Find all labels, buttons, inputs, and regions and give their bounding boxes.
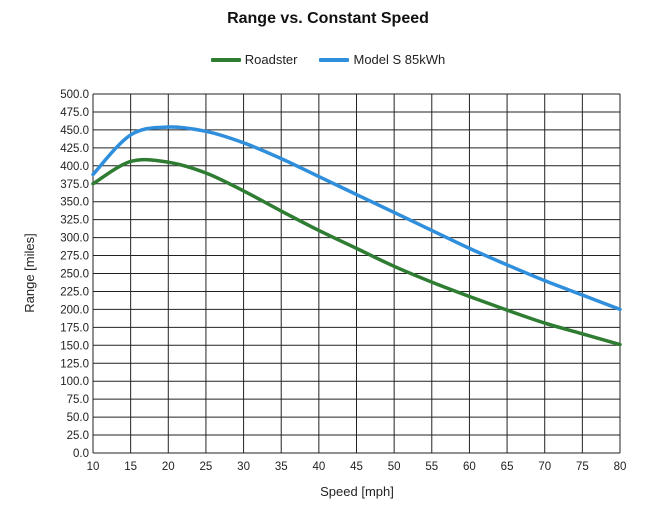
series-layer [91,125,622,347]
y-tick-label: 25.0 [67,430,89,442]
y-tick-label: 425.0 [60,143,89,155]
x-tick-label: 70 [538,461,551,473]
legend-item-roadster: Roadster [210,52,298,67]
y-tick-label: 275.0 [60,251,89,263]
chart-title: Range vs. Constant Speed [227,10,429,27]
legend-label-roadster: Roadster [244,52,298,67]
x-tick-label: 20 [162,461,175,473]
y-tick-label: 300.0 [60,233,89,245]
y-axis-label: Range [miles] [22,233,37,312]
y-tick-label: 100.0 [60,376,89,388]
y-tick-label: 0.0 [73,448,89,460]
y-tick-label: 225.0 [60,286,89,298]
y-tick-label: 250.0 [60,269,89,281]
grid [92,93,621,454]
x-tick-label: 55 [425,461,438,473]
x-tick-label: 35 [275,461,288,473]
x-tick-label: 45 [350,461,363,473]
legend-item-model-s: Model S 85kWh [319,52,445,67]
y-tick-label: 50.0 [67,412,89,424]
legend: Roadster Model S 85kWh [0,52,656,67]
y-tick-label: 350.0 [60,197,89,209]
x-tick-label: 40 [312,461,325,473]
x-tick-label: 30 [237,461,250,473]
x-tick-label: 60 [463,461,476,473]
y-tick-label: 325.0 [60,215,89,227]
y-tick-label: 200.0 [60,304,89,316]
x-tick-label: 65 [501,461,514,473]
x-tick-label: 50 [388,461,401,473]
y-tick-label: 450.0 [60,125,89,137]
y-tick-label: 400.0 [60,161,89,173]
y-tick-label: 375.0 [60,179,89,191]
legend-swatch-model-s [319,57,350,62]
y-tick-label: 125.0 [60,358,89,370]
tick-labels: 0.0 25.0 50.0 75.0 100.0 125.0 150.0 175.0 200.0… [60,89,626,473]
x-tick-label: 25 [200,461,213,473]
y-tick-label: 150.0 [60,340,89,352]
y-tick-label: 175.0 [60,322,89,334]
x-axis-label: Speed [mph] [320,484,394,499]
x-tick-label: 10 [87,461,100,473]
y-tick-label: 75.0 [67,394,89,406]
x-tick-label: 15 [124,461,137,473]
x-tick-label: 75 [576,461,589,473]
y-tick-label: 475.0 [60,107,89,119]
legend-swatch-roadster [210,57,241,62]
legend-label-model-s: Model S 85kWh [353,52,446,67]
x-tick-label: 80 [614,461,627,473]
y-tick-label: 500.0 [60,89,89,101]
